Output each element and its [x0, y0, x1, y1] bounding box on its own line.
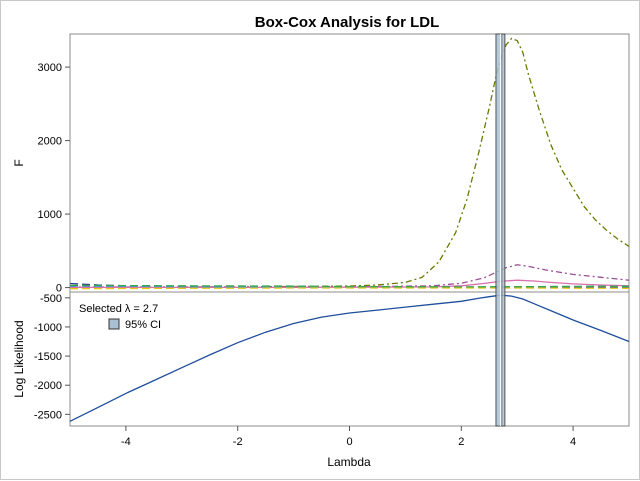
x-tick-label-0: -4 — [121, 436, 131, 448]
x-tick-label-3: 2 — [458, 436, 464, 448]
top-y-axis-label: F — [12, 159, 26, 166]
x-tick-label-4: 4 — [570, 436, 576, 448]
y-tick-label-1-3: -2000 — [34, 380, 62, 392]
y-tick-label-1-0: -500 — [40, 293, 62, 305]
chart-title: Box-Cox Analysis for LDL — [255, 14, 439, 31]
x-axis: -4 -2 0 2 4 — [121, 426, 576, 448]
series-line-1-0 — [69, 294, 630, 422]
x-tick-label-2: 0 — [346, 436, 352, 448]
y-tick-label-0-0: 0 — [56, 283, 62, 295]
y-tick-label-0-3: 3000 — [38, 62, 62, 74]
legend-ci-swatch — [108, 318, 120, 330]
top-panel: 0 1000 2000 3000 F — [12, 33, 630, 295]
bottom-y-axis-label: Log Likelihood — [12, 320, 26, 397]
x-tick-label-1: -2 — [233, 436, 243, 448]
legend-ci-label: 95% CI — [125, 319, 161, 331]
bottom-panel-series — [69, 294, 630, 422]
series-line-0-4 — [69, 285, 630, 288]
top-panel-frame — [69, 33, 630, 293]
legend: Selected λ = 2.7 95% CI — [79, 303, 161, 331]
y-tick-label-0-1: 1000 — [38, 209, 62, 221]
bottom-y-axis: -500 -1000 -1500 -2000 -2500 — [34, 293, 70, 421]
series-line-0-6 — [69, 284, 630, 288]
legend-selected-lambda: Selected λ = 2.7 — [79, 303, 158, 315]
x-axis-label: Lambda — [327, 455, 371, 469]
ci-band — [495, 33, 506, 427]
y-tick-label-0-2: 2000 — [38, 136, 62, 148]
y-tick-label-1-1: -1000 — [34, 322, 62, 334]
y-tick-label-1-4: -2500 — [34, 409, 62, 421]
top-y-axis: 0 1000 2000 3000 — [38, 62, 70, 295]
y-tick-label-1-2: -1500 — [34, 351, 62, 363]
series-line-0-5 — [69, 287, 630, 290]
